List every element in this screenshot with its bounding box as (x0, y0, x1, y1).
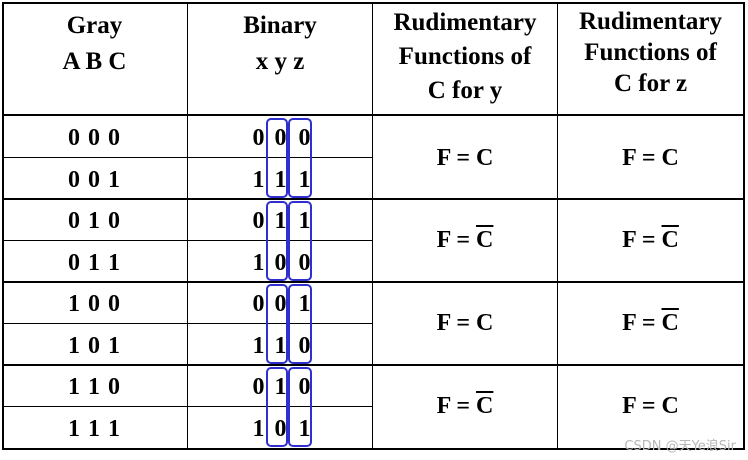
function-z-cell: F = C (558, 303, 743, 343)
function-z-cell: F = C (558, 138, 743, 178)
header-fz-line3: C for z (613, 70, 688, 97)
bit-z: 0 (298, 374, 311, 400)
function-y-cell: F = C (373, 220, 557, 260)
bit-x: 1 (252, 333, 265, 359)
bit-z: 0 (298, 333, 311, 359)
gray-code-cell: 1 0 0 (68, 291, 121, 317)
header-fy-line2: Functions of (398, 43, 532, 70)
group-divider (2, 281, 745, 283)
z-bit-pair-box (288, 118, 312, 198)
bit-z: 0 (298, 250, 311, 276)
function-lhs: F = (436, 227, 477, 253)
bit-y: 1 (274, 167, 287, 193)
table-border-top (2, 2, 745, 4)
function-lhs: F = (436, 310, 477, 336)
bit-y: 0 (274, 250, 287, 276)
function-y-cell: F = C (373, 303, 557, 343)
gray-code-cell: 0 1 1 (68, 250, 121, 276)
watermark: CSDN @天Ye浪Sir (624, 439, 736, 454)
group-divider (2, 364, 745, 366)
function-lhs: F = (436, 145, 477, 171)
function-lhs: F = (622, 393, 662, 419)
function-var: C (661, 310, 679, 336)
header-binary-line1: Binary (243, 12, 317, 39)
bit-x: 1 (252, 250, 265, 276)
bit-x: 0 (252, 125, 265, 151)
column-divider (557, 2, 558, 449)
z-bit-pair-box (288, 367, 312, 447)
y-bit-pair-box (266, 201, 288, 281)
column-divider (187, 2, 188, 449)
function-lhs: F = (622, 145, 662, 171)
bit-y: 1 (274, 374, 287, 400)
bit-z: 1 (298, 208, 311, 234)
bit-z: 0 (298, 125, 311, 151)
bit-z: 1 (298, 416, 311, 442)
function-var: C (661, 393, 679, 419)
bit-y: 1 (274, 333, 287, 359)
function-var: C (661, 227, 679, 253)
gray-code-cell: 1 1 0 (68, 374, 121, 400)
bit-y: 0 (274, 416, 287, 442)
header-functions-z: Rudimentary Functions of C for z (558, 6, 743, 99)
gray-code-cell: 0 1 0 (68, 208, 121, 234)
function-lhs: F = (436, 393, 477, 419)
function-z-cell: F = C (558, 220, 743, 260)
header-binary: Binary x y z (188, 8, 372, 80)
function-var: C (661, 145, 679, 171)
bit-y: 0 (274, 291, 287, 317)
function-z-cell: F = C (558, 386, 743, 426)
function-var: C (476, 145, 494, 171)
table-border-left (2, 2, 4, 449)
column-divider (372, 2, 373, 449)
bit-y: 0 (274, 125, 287, 151)
bit-x: 0 (252, 374, 265, 400)
function-var: C (476, 227, 494, 253)
header-fz-line1: Rudimentary (578, 8, 723, 35)
z-bit-pair-box (288, 201, 312, 281)
header-fz-line2: Functions of (584, 39, 717, 66)
function-lhs: F = (622, 227, 662, 253)
bit-x: 1 (252, 167, 265, 193)
header-gray-line2: A B C (62, 48, 127, 75)
bit-y: 1 (274, 208, 287, 234)
function-lhs: F = (622, 310, 662, 336)
bit-x: 1 (252, 416, 265, 442)
bit-x: 0 (252, 208, 265, 234)
group-divider (2, 198, 745, 200)
table-border-bottom (2, 448, 745, 450)
bit-z: 1 (298, 167, 311, 193)
gray-code-cell: 1 0 1 (68, 333, 121, 359)
z-bit-pair-box (288, 284, 312, 364)
gray-code-cell: 0 0 1 (68, 167, 121, 193)
gray-code-cell: 1 1 1 (68, 416, 121, 442)
function-var: C (476, 393, 494, 419)
gray-code-cell: 0 0 0 (68, 125, 121, 151)
header-gray: Gray A B C (2, 8, 187, 80)
bit-z: 1 (298, 291, 311, 317)
function-var: C (476, 310, 494, 336)
header-gray-line1: Gray (66, 12, 123, 39)
header-functions-y: Rudimentary Functions of C for y (373, 6, 557, 108)
header-binary-line2: x y z (255, 48, 305, 75)
table-border-right (743, 2, 745, 449)
y-bit-pair-box (266, 118, 288, 198)
y-bit-pair-box (266, 284, 288, 364)
header-divider (2, 114, 745, 116)
header-fy-line3: C for y (427, 77, 503, 104)
function-y-cell: F = C (373, 138, 557, 178)
y-bit-pair-box (266, 367, 288, 447)
function-y-cell: F = C (373, 386, 557, 426)
header-fy-line1: Rudimentary (393, 9, 537, 36)
bit-x: 0 (252, 291, 265, 317)
